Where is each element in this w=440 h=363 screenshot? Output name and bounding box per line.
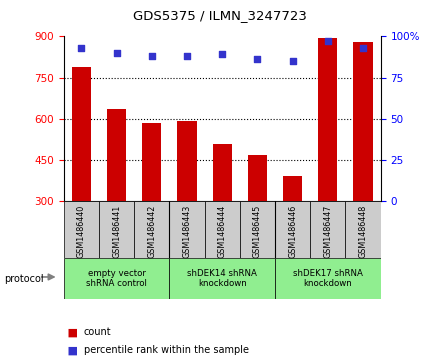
Point: [148, 53, 155, 59]
Bar: [169, 201, 205, 258]
Bar: [353, 42, 373, 201]
Text: GSM1486441: GSM1486441: [112, 204, 121, 257]
Text: protocol: protocol: [4, 274, 44, 284]
Text: shDEK14 shRNA
knockdown: shDEK14 shRNA knockdown: [187, 269, 257, 288]
Point: [78, 45, 85, 51]
Bar: [310, 201, 345, 258]
Bar: [64, 201, 99, 258]
Text: GSM1486447: GSM1486447: [323, 204, 332, 258]
Point: [219, 52, 226, 57]
Text: ■: ■: [64, 327, 81, 337]
Bar: [275, 258, 381, 299]
Bar: [142, 123, 161, 201]
Text: GSM1486448: GSM1486448: [359, 204, 367, 257]
Text: percentile rank within the sample: percentile rank within the sample: [84, 345, 249, 355]
Bar: [248, 155, 267, 201]
Point: [289, 58, 296, 64]
Bar: [64, 258, 169, 299]
Text: GSM1486442: GSM1486442: [147, 204, 156, 258]
Bar: [107, 109, 126, 201]
Point: [324, 38, 331, 44]
Text: GSM1486443: GSM1486443: [183, 204, 191, 257]
Bar: [177, 121, 197, 201]
Bar: [318, 38, 337, 201]
Point: [183, 53, 191, 59]
Bar: [275, 201, 310, 258]
Bar: [134, 201, 169, 258]
Text: count: count: [84, 327, 111, 337]
Bar: [169, 258, 275, 299]
Point: [254, 57, 261, 62]
Bar: [283, 176, 302, 201]
Bar: [345, 201, 381, 258]
Bar: [72, 66, 91, 201]
Bar: [213, 144, 232, 201]
Text: GSM1486445: GSM1486445: [253, 204, 262, 258]
Text: shDEK17 shRNA
knockdown: shDEK17 shRNA knockdown: [293, 269, 363, 288]
Point: [113, 50, 120, 56]
Bar: [240, 201, 275, 258]
Text: GSM1486444: GSM1486444: [218, 204, 227, 257]
Text: GSM1486440: GSM1486440: [77, 204, 86, 257]
Text: empty vector
shRNA control: empty vector shRNA control: [86, 269, 147, 288]
Bar: [205, 201, 240, 258]
Text: ■: ■: [64, 345, 81, 355]
Text: GDS5375 / ILMN_3247723: GDS5375 / ILMN_3247723: [133, 9, 307, 22]
Text: GSM1486446: GSM1486446: [288, 204, 297, 257]
Point: [359, 45, 367, 51]
Bar: [99, 201, 134, 258]
